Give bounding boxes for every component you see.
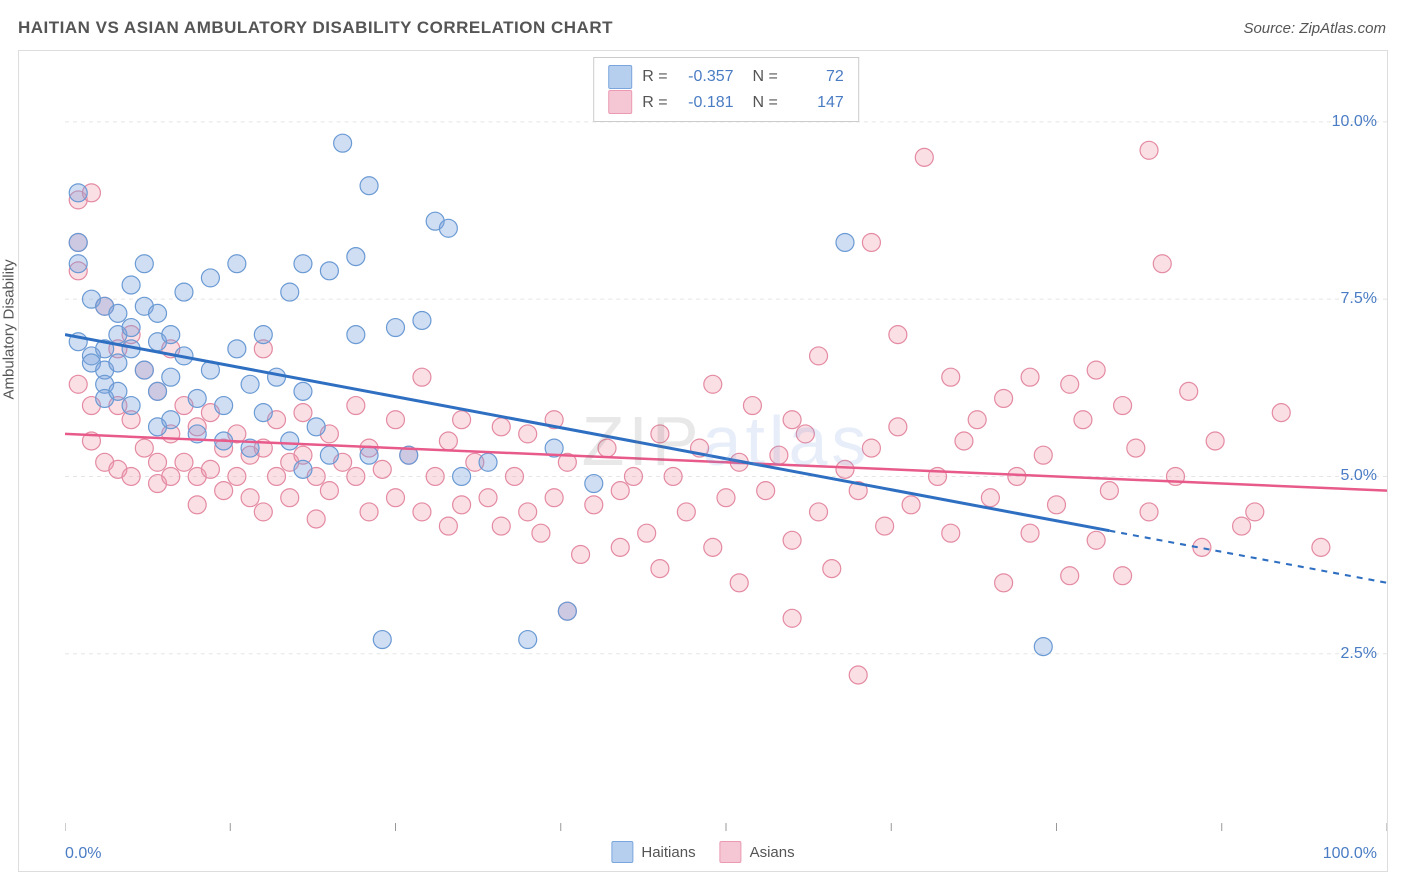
- asians-n-value: 147: [788, 90, 844, 116]
- chart-title: HAITIAN VS ASIAN AMBULATORY DISABILITY C…: [18, 18, 613, 38]
- y-tick-label: 2.5%: [1341, 645, 1377, 663]
- asians-swatch-icon: [720, 841, 742, 863]
- haitians-swatch-icon: [611, 841, 633, 863]
- asians-legend-label: Asians: [750, 844, 795, 861]
- series-legend: Haitians Asians: [611, 841, 794, 863]
- regression-lines: [65, 335, 1387, 583]
- haitians-r-value: -0.357: [678, 64, 734, 90]
- r-label: R =: [642, 90, 667, 116]
- asians-swatch-icon: [608, 90, 632, 114]
- y-axis-label: Ambulatory Disability: [1, 259, 18, 399]
- x-axis-min-label: 0.0%: [65, 845, 101, 863]
- haitians-swatch-icon: [608, 65, 632, 89]
- chart-container: Ambulatory Disability ZIPatlas R = -0.35…: [18, 50, 1388, 872]
- stats-legend-row-haitians: R = -0.357 N = 72: [608, 64, 844, 90]
- y-tick-label: 7.5%: [1341, 290, 1377, 308]
- legend-item-haitians: Haitians: [611, 841, 695, 863]
- haitians-legend-label: Haitians: [641, 844, 695, 861]
- legend-item-asians: Asians: [720, 841, 795, 863]
- stats-legend-row-asians: R = -0.181 N = 147: [608, 90, 844, 116]
- n-label: N =: [744, 90, 778, 116]
- haitians-n-value: 72: [788, 64, 844, 90]
- n-label: N =: [744, 64, 778, 90]
- y-tick-label: 10.0%: [1332, 113, 1377, 131]
- source-attribution: Source: ZipAtlas.com: [1243, 20, 1386, 37]
- x-axis-max-label: 100.0%: [1323, 845, 1377, 863]
- y-tick-label: 5.0%: [1341, 467, 1377, 485]
- asians-r-value: -0.181: [678, 90, 734, 116]
- chart-svg: [65, 51, 1387, 831]
- stats-legend: R = -0.357 N = 72 R = -0.181 N = 147: [593, 57, 859, 122]
- plot-area: ZIPatlas R = -0.357 N = 72 R = -0.181 N …: [65, 51, 1387, 831]
- x-ticks: [65, 823, 1387, 831]
- scatter-haitians: [69, 134, 1052, 655]
- r-label: R =: [642, 64, 667, 90]
